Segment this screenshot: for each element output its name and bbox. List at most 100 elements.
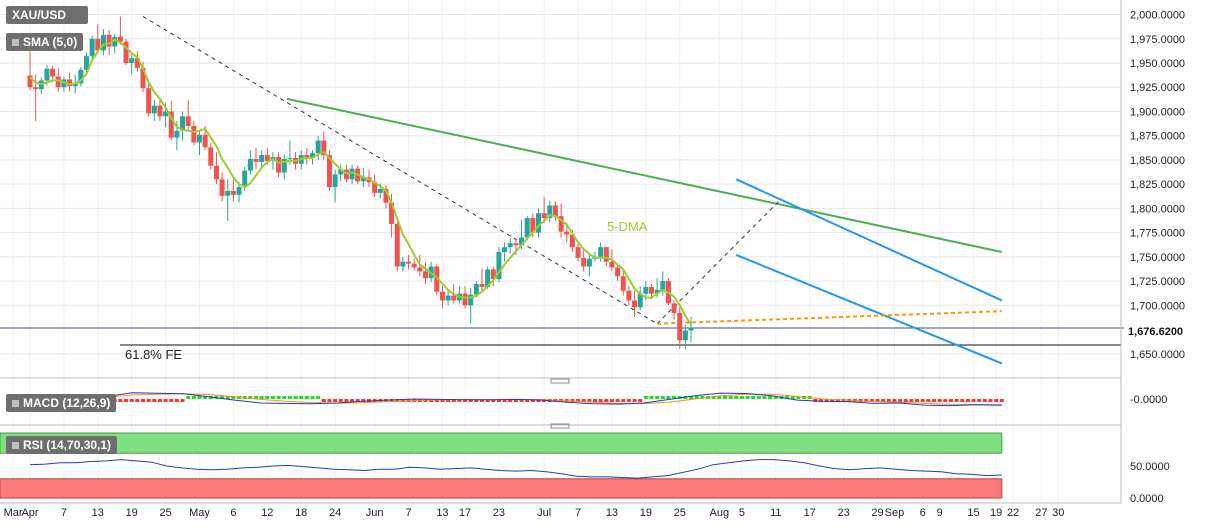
candle-body [688, 327, 694, 331]
macd-histogram-bar [909, 399, 914, 402]
x-tick-label: 15 [967, 507, 979, 519]
candle-body [304, 155, 310, 158]
candle-body [519, 237, 525, 246]
macd-line [30, 392, 1002, 407]
trendline-dotted-support [657, 310, 1002, 325]
candle-body [609, 261, 615, 268]
macd-histogram-bar [480, 399, 484, 402]
candle-body [67, 79, 73, 87]
x-tick-label: 13 [92, 507, 104, 519]
macd-histogram-bar [146, 399, 151, 402]
candle-body [78, 69, 84, 84]
candle-body [530, 218, 536, 233]
candle-body [50, 68, 56, 77]
y-tick-label: 1,725.0000 [1130, 276, 1185, 288]
title-pill[interactable]: XAU/USD [6, 6, 88, 24]
macd-histogram-bar [830, 399, 835, 402]
candle-body [247, 158, 253, 171]
macd-pill[interactable]: MACD (12,26,9) [6, 394, 117, 412]
macd-histogram-bar [694, 396, 699, 399]
macd-histogram-bar [587, 399, 592, 402]
rsi-pill[interactable]: RSI (14,70,30,1) [6, 436, 118, 454]
y-tick-label: 1,850.0000 [1130, 155, 1185, 167]
candle-body [259, 155, 265, 162]
macd-histogram-bar [440, 399, 445, 402]
macd-histogram-bar [570, 399, 575, 402]
candle-body [507, 243, 513, 248]
macd-histogram-bar [903, 399, 908, 402]
candle-body [168, 111, 174, 138]
macd-histogram-bar [994, 399, 999, 402]
candle-body [213, 165, 219, 180]
candle-body [332, 174, 338, 188]
panel-resize-handle [550, 378, 570, 384]
macd-histogram-bar [948, 399, 953, 402]
macd-histogram-bar [508, 399, 513, 402]
x-tick-label: 7 [61, 507, 67, 519]
candle-body [479, 283, 485, 287]
axes: 2,000.0000 1,975.0000 1,950.0000 1,925.0000… [0, 0, 1185, 519]
y-tick-label: 1,775.0000 [1130, 228, 1185, 240]
y-tick-label: 1,925.0000 [1130, 82, 1185, 94]
macd-histogram-bar [118, 399, 123, 402]
candle-body [660, 281, 666, 290]
x-tick-label: Aug [710, 507, 730, 519]
macd-histogram-bar [886, 399, 891, 402]
y-tick-label: 1,650.0000 [1130, 349, 1185, 361]
candle-body [163, 111, 169, 117]
candle-body [637, 293, 643, 308]
candle-body [55, 76, 61, 88]
last-price-tag-bg [1124, 323, 1196, 339]
x-tick-label: 11 [770, 507, 781, 519]
candle-body [524, 218, 530, 238]
candle-body [202, 134, 208, 148]
dma-annotation: 5-DMA [607, 219, 648, 234]
macd-histogram-bar [259, 396, 264, 399]
macd-histogram-bar [790, 396, 795, 399]
macd-histogram-bar [169, 399, 174, 402]
x-tick-label: Jun [366, 507, 384, 519]
candle-body [377, 189, 383, 193]
macd-histogram-bar [621, 399, 626, 402]
macd-histogram-bar [666, 396, 671, 399]
macd-histogram-bar [999, 399, 1004, 402]
candle-body [389, 202, 395, 224]
y-tick-label: 1,900.0000 [1130, 106, 1185, 118]
candle-body [558, 216, 564, 232]
macd-histogram-bar [124, 399, 129, 402]
y-tick-label: 1,875.0000 [1130, 131, 1185, 143]
x-tick-label: 19 [990, 507, 1002, 519]
x-tick-label: 23 [837, 507, 849, 519]
macd-histogram-bar [463, 399, 468, 402]
macd-histogram-bar [468, 399, 473, 402]
macd-histogram-bar [265, 396, 270, 399]
macd-histogram-bar [898, 399, 903, 402]
sma-pill[interactable]: SMA (5,0) [6, 33, 84, 51]
macd-histogram-bar [248, 396, 253, 399]
rsi-color-swatch [12, 442, 19, 450]
rsi-oversold-zone [0, 478, 1003, 499]
candle-body [44, 68, 50, 81]
candle-body [89, 38, 95, 57]
macd-histogram-bar [711, 396, 716, 399]
macd-histogram-bar [700, 396, 705, 399]
macd-histogram-bar [429, 399, 434, 402]
candle-body [180, 116, 186, 131]
x-tick-label: Mar [4, 507, 23, 519]
candle-body [174, 130, 180, 138]
x-tick-label: May [189, 507, 210, 519]
candle-body [95, 38, 101, 51]
candle-body [185, 116, 191, 126]
macd-histogram-bar [163, 399, 168, 402]
macd-histogram-bar [350, 399, 355, 402]
macd-histogram-bar [632, 399, 637, 402]
candle-body [117, 36, 123, 42]
macd-histogram-bar [191, 396, 196, 399]
macd-histogram-bar [824, 399, 829, 402]
candle-body [394, 223, 400, 267]
macd-histogram-bar [496, 399, 501, 402]
macd-histogram-bar [135, 399, 140, 402]
candle-body [445, 295, 451, 301]
macd-pill-text: MACD (12,26,9) [23, 396, 111, 410]
sma-line [29, 38, 692, 326]
